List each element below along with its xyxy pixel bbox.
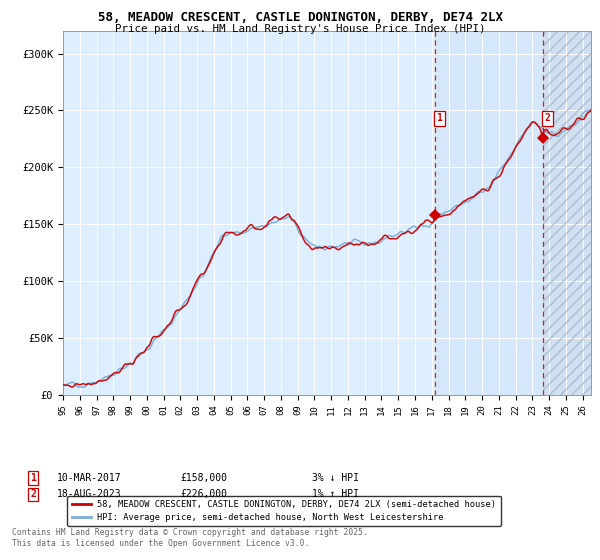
Bar <box>435 31 543 395</box>
Text: Contains HM Land Registry data © Crown copyright and database right 2025.
This d: Contains HM Land Registry data © Crown c… <box>12 528 368 548</box>
Text: 1: 1 <box>30 473 36 483</box>
Bar <box>543 31 591 395</box>
Text: £226,000: £226,000 <box>180 489 227 500</box>
Text: 18-AUG-2023: 18-AUG-2023 <box>57 489 122 500</box>
Text: 58, MEADOW CRESCENT, CASTLE DONINGTON, DERBY, DE74 2LX: 58, MEADOW CRESCENT, CASTLE DONINGTON, D… <box>97 11 503 24</box>
Text: 2: 2 <box>544 113 550 123</box>
Text: 1% ↑ HPI: 1% ↑ HPI <box>312 489 359 500</box>
Text: 2: 2 <box>30 489 36 500</box>
Text: 10-MAR-2017: 10-MAR-2017 <box>57 473 122 483</box>
Text: 3% ↓ HPI: 3% ↓ HPI <box>312 473 359 483</box>
Text: Price paid vs. HM Land Registry's House Price Index (HPI): Price paid vs. HM Land Registry's House … <box>115 24 485 34</box>
Bar <box>543 31 591 395</box>
Text: £158,000: £158,000 <box>180 473 227 483</box>
Text: 1: 1 <box>436 113 442 123</box>
Legend: 58, MEADOW CRESCENT, CASTLE DONINGTON, DERBY, DE74 2LX (semi-detached house), HP: 58, MEADOW CRESCENT, CASTLE DONINGTON, D… <box>67 496 501 526</box>
